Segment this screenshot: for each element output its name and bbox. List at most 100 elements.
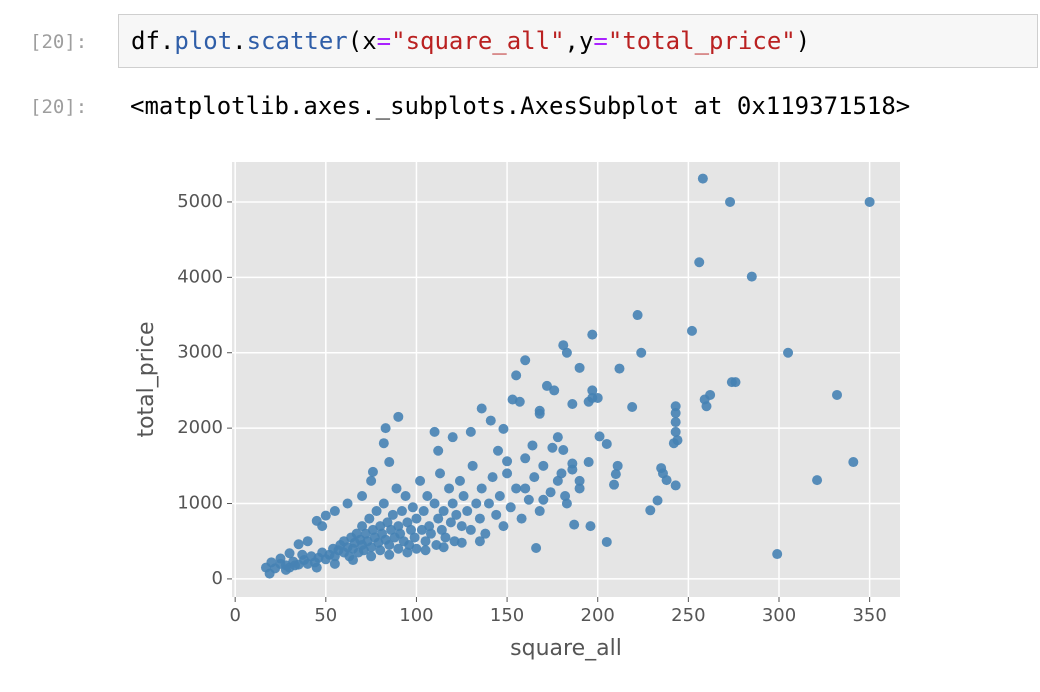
point <box>812 475 823 486</box>
point <box>396 506 407 517</box>
point <box>382 517 393 528</box>
point <box>424 521 435 532</box>
point <box>645 505 656 516</box>
point <box>395 528 406 539</box>
point <box>848 457 859 468</box>
point <box>438 542 449 553</box>
point <box>366 475 377 486</box>
point <box>420 545 431 556</box>
point <box>415 475 426 486</box>
point <box>402 547 413 558</box>
point <box>610 469 621 480</box>
point <box>670 480 681 491</box>
point <box>465 426 476 437</box>
point <box>384 457 395 468</box>
point <box>485 415 496 426</box>
point <box>391 483 402 494</box>
code-token: = <box>593 27 608 55</box>
point <box>474 513 485 524</box>
point <box>476 403 487 414</box>
point <box>425 528 436 539</box>
point <box>505 502 516 513</box>
point <box>502 456 513 467</box>
point <box>697 173 708 184</box>
code-cell[interactable]: df.plot.scatter(x="square_all",y="total_… <box>118 14 1038 68</box>
point <box>409 532 420 543</box>
point <box>545 487 556 498</box>
point <box>444 483 455 494</box>
point <box>366 542 377 553</box>
point <box>552 432 563 443</box>
point <box>864 196 875 207</box>
point <box>440 532 451 543</box>
point <box>293 539 304 550</box>
point <box>694 257 705 268</box>
y-tick-label: 4000 <box>177 266 223 287</box>
point <box>538 494 549 505</box>
point <box>487 472 498 483</box>
point <box>476 483 487 494</box>
x-tick-label: 50 <box>314 605 337 626</box>
point <box>560 490 571 501</box>
point <box>375 545 386 556</box>
point <box>574 475 585 486</box>
x-tick-label: 0 <box>229 605 240 626</box>
y-tick-label: 0 <box>212 568 223 589</box>
point <box>516 513 527 524</box>
point <box>436 524 447 535</box>
point <box>400 490 411 501</box>
point <box>832 389 843 400</box>
point <box>474 536 485 547</box>
point <box>498 521 509 532</box>
x-tick-label: 250 <box>671 605 705 626</box>
point <box>612 460 623 471</box>
point <box>429 426 440 437</box>
point <box>585 521 596 532</box>
point <box>556 468 567 479</box>
point <box>407 502 418 513</box>
y-axis-label: total_price <box>134 321 159 437</box>
point <box>406 524 417 535</box>
point <box>429 498 440 509</box>
point <box>668 438 679 449</box>
point <box>289 560 300 571</box>
code-token: df. <box>131 27 175 55</box>
point <box>632 310 643 321</box>
point <box>456 521 467 532</box>
x-axis-label: square_all <box>510 636 622 661</box>
point <box>534 506 545 517</box>
point <box>531 542 542 553</box>
point <box>378 498 389 509</box>
code-token: "square_all" <box>391 27 565 55</box>
code-token: (x <box>347 27 377 55</box>
point <box>574 362 585 373</box>
point <box>393 411 404 422</box>
point <box>302 536 313 547</box>
point <box>491 509 502 520</box>
point <box>670 426 681 437</box>
point <box>422 490 433 501</box>
point <box>502 468 513 479</box>
point <box>447 432 458 443</box>
point <box>511 483 522 494</box>
point <box>311 562 322 573</box>
point <box>311 515 322 526</box>
point <box>451 509 462 520</box>
y-tick-label: 5000 <box>177 191 223 212</box>
point <box>357 521 368 532</box>
code-token: scatter <box>246 27 348 55</box>
point <box>480 528 491 539</box>
point <box>534 408 545 419</box>
point <box>493 445 504 456</box>
point <box>387 509 398 520</box>
point <box>483 498 494 509</box>
point <box>471 498 482 509</box>
point <box>594 431 605 442</box>
point <box>494 490 505 501</box>
point <box>342 498 353 509</box>
point <box>569 519 580 530</box>
point <box>433 445 444 456</box>
point <box>462 506 473 517</box>
code: df.plot.scatter(x="square_all",y="total_… <box>131 27 810 55</box>
